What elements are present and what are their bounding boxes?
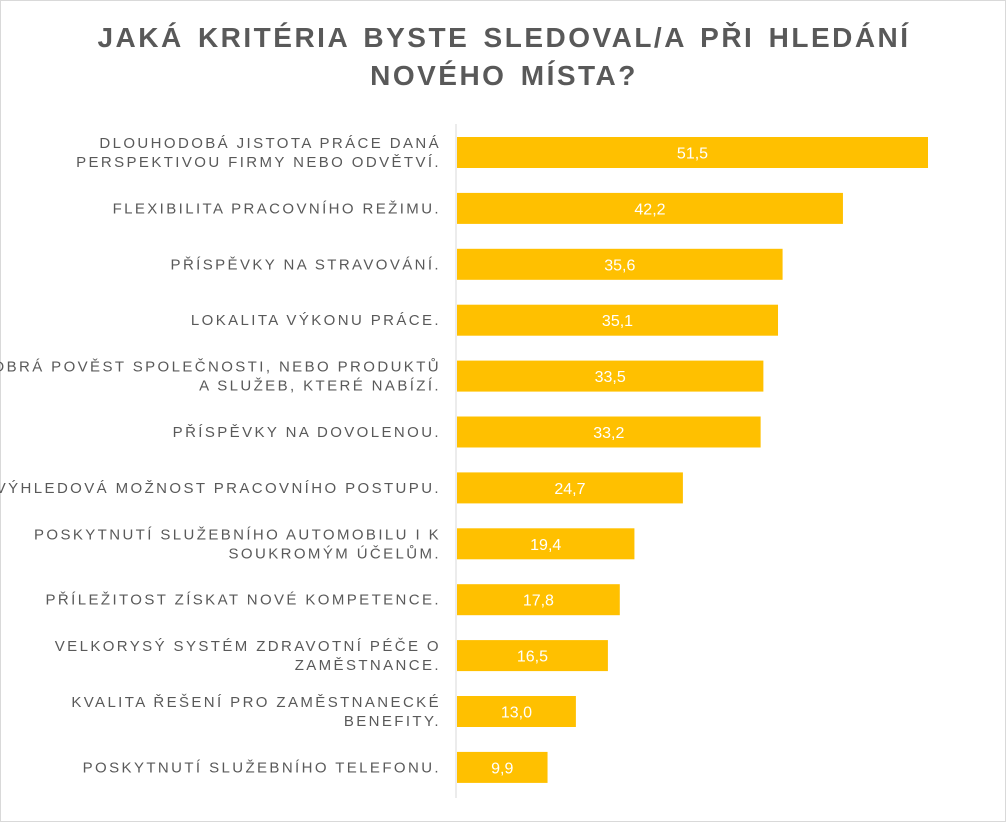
bar-value-label: 16,5 bbox=[517, 649, 548, 666]
category-label: ZAMĚSTNANCE. bbox=[295, 657, 441, 674]
bar-value-label: 33,5 bbox=[595, 369, 626, 386]
category-label: FLEXIBILITA PRACOVNÍHO REŽIMU. bbox=[113, 200, 441, 217]
category-label: DLOUHODOBÁ JISTOTA PRÁCE DANÁ bbox=[99, 135, 441, 152]
bar bbox=[457, 528, 635, 560]
bar bbox=[457, 751, 548, 783]
bar bbox=[457, 360, 764, 392]
bar bbox=[457, 472, 683, 504]
category-label: VELKORYSÝ SYSTÉM ZDRAVOTNÍ PÉČE O bbox=[55, 638, 441, 655]
category-label: SOUKROMÝM ÚČELŮM. bbox=[229, 544, 441, 562]
chart-title-line-1: JAKÁ KRITÉRIA BYSTE SLEDOVAL/A PŘI HLEDÁ… bbox=[97, 22, 911, 53]
category-label: DOBRÁ POVĚST SPOLEČNOSTI, NEBO PRODUKTŮ bbox=[0, 358, 441, 376]
category-label: PŘÍSPĚVKY NA STRAVOVÁNÍ. bbox=[171, 256, 441, 273]
chart-title: JAKÁ KRITÉRIA BYSTE SLEDOVAL/A PŘI HLEDÁ… bbox=[1, 19, 1006, 95]
bar bbox=[457, 584, 620, 616]
category-label: LOKALITA VÝKONU PRÁCE. bbox=[191, 312, 441, 329]
bar bbox=[457, 640, 608, 672]
bar-value-label: 17,8 bbox=[523, 593, 554, 610]
category-label: POSKYTNUTÍ SLUŽEBNÍHO TELEFONU. bbox=[83, 759, 441, 776]
bar bbox=[457, 248, 783, 280]
bar bbox=[457, 416, 761, 448]
bar-value-label: 19,4 bbox=[530, 537, 561, 554]
bar bbox=[457, 696, 576, 727]
bar-value-label: 51,5 bbox=[677, 146, 708, 163]
bar-value-label: 13,0 bbox=[501, 705, 532, 722]
category-label: POSKYTNUTÍ SLUŽEBNÍHO AUTOMOBILU I K bbox=[34, 526, 441, 543]
bar bbox=[457, 304, 779, 336]
category-label: PŘÍLEŽITOST ZÍSKAT NOVÉ KOMPETENCE. bbox=[46, 592, 441, 609]
category-label: VÝHLEDOVÁ MOŽNOST PRACOVNÍHO POSTUPU. bbox=[0, 480, 441, 497]
category-label: PERSPEKTIVOU FIRMY NEBO ODVĚTVÍ. bbox=[76, 154, 441, 171]
bar-value-label: 35,6 bbox=[604, 257, 635, 274]
bar-value-label: 33,2 bbox=[593, 425, 624, 442]
bar bbox=[457, 137, 928, 168]
bar-value-label: 35,1 bbox=[602, 313, 633, 330]
bar-value-label: 9,9 bbox=[491, 760, 513, 777]
category-label: KVALITA ŘEŠENÍ PRO ZAMĚSTNANECKÉ bbox=[71, 694, 441, 711]
bar-value-label: 24,7 bbox=[554, 481, 585, 498]
category-label: BENEFITY. bbox=[344, 713, 441, 730]
bar bbox=[457, 192, 843, 224]
category-label: PŘÍSPĚVKY NA DOVOLENOU. bbox=[173, 424, 441, 441]
bar-value-label: 42,2 bbox=[634, 201, 665, 218]
chart-title-line-2: NOVÉHO MÍSTA? bbox=[370, 60, 638, 91]
category-label: A SLUŽEB, KTERÉ NABÍZÍ. bbox=[199, 378, 441, 395]
